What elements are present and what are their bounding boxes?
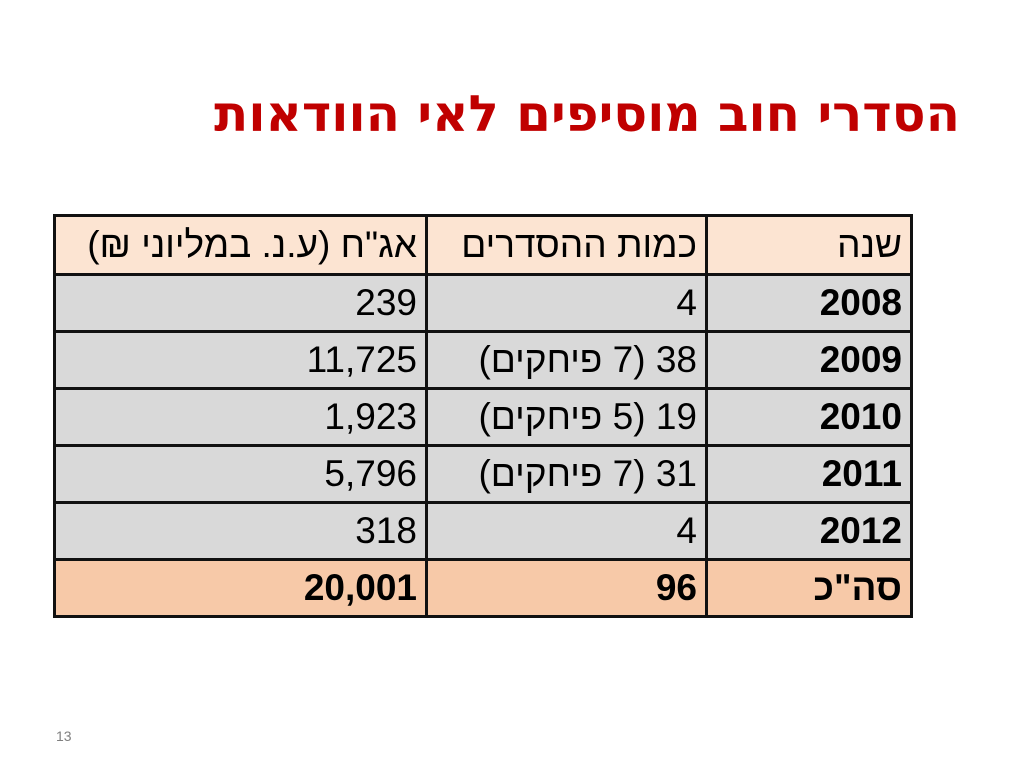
row-amount: 1,923 <box>53 387 428 447</box>
row-year: 2010 <box>705 387 913 447</box>
table-row: 2012 4 318 <box>53 501 913 561</box>
row-year: 2008 <box>705 273 913 333</box>
row-amount: 5,796 <box>53 444 428 504</box>
table-row: 2010 19 (5 פיחקים) 1,923 <box>53 387 913 447</box>
header-amount: אג"ח (ע.נ. במליוני ₪) <box>53 214 428 276</box>
row-count: 38 (7 פיחקים) <box>425 330 708 390</box>
row-amount: 239 <box>53 273 428 333</box>
row-amount: 318 <box>53 501 428 561</box>
header-count: כמות ההסדרים <box>425 214 708 276</box>
slide-number: 13 <box>56 728 72 744</box>
slide-title: הסדרי חוב מוסיפים לאי הוודאות <box>214 85 960 143</box>
row-count: 4 <box>425 273 708 333</box>
row-year: 2011 <box>705 444 913 504</box>
row-amount: 11,725 <box>53 330 428 390</box>
row-year: 2009 <box>705 330 913 390</box>
row-count: 31 (7 פיחקים) <box>425 444 708 504</box>
row-count: 4 <box>425 501 708 561</box>
total-count: 96 <box>425 558 708 618</box>
table-row: 2011 31 (7 פיחקים) 5,796 <box>53 444 913 504</box>
total-amount: 20,001 <box>53 558 428 618</box>
header-year: שנה <box>705 214 913 276</box>
table-header-row: שנה כמות ההסדרים אג"ח (ע.נ. במליוני ₪) <box>53 214 913 276</box>
row-count: 19 (5 פיחקים) <box>425 387 708 447</box>
total-label: סה"כ <box>705 558 913 618</box>
table-row: 2009 38 (7 פיחקים) 11,725 <box>53 330 913 390</box>
row-year: 2012 <box>705 501 913 561</box>
table-row: 2008 4 239 <box>53 273 913 333</box>
debt-arrangements-table: שנה כמות ההסדרים אג"ח (ע.נ. במליוני ₪) 2… <box>53 214 913 618</box>
table-total-row: סה"כ 96 20,001 <box>53 558 913 618</box>
